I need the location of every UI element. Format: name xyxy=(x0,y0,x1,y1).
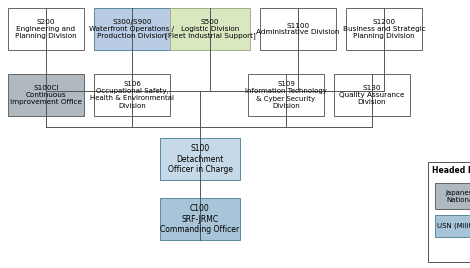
FancyBboxPatch shape xyxy=(160,138,240,180)
Text: S100
Detachment
Officer in Charge: S100 Detachment Officer in Charge xyxy=(167,144,233,174)
Text: Japanese
National: Japanese National xyxy=(445,189,470,203)
Text: S106
Occupational Safety,
Health & Environmental
Division: S106 Occupational Safety, Health & Envir… xyxy=(90,81,174,109)
Text: S1200
Business and Strategic
Planning Division: S1200 Business and Strategic Planning Di… xyxy=(343,19,425,39)
Text: S200
Engineering and
Planning Division: S200 Engineering and Planning Division xyxy=(15,19,77,39)
Text: USN (Military): USN (Military) xyxy=(437,223,470,229)
FancyBboxPatch shape xyxy=(346,8,422,50)
FancyBboxPatch shape xyxy=(248,74,324,116)
Text: C100
SRF-JRMC
Commanding Officer: C100 SRF-JRMC Commanding Officer xyxy=(160,204,240,234)
FancyBboxPatch shape xyxy=(435,215,470,237)
Text: S109
Information Technology
& Cyber Security
Division: S109 Information Technology & Cyber Secu… xyxy=(245,81,327,109)
FancyBboxPatch shape xyxy=(8,8,84,50)
FancyBboxPatch shape xyxy=(160,198,240,240)
FancyBboxPatch shape xyxy=(260,8,336,50)
Text: S1100
Administrative Division: S1100 Administrative Division xyxy=(256,23,340,35)
Text: S100CI
Continuous
Improvement Office: S100CI Continuous Improvement Office xyxy=(10,85,82,105)
FancyBboxPatch shape xyxy=(170,8,250,50)
Text: S300/S900
Waterfront Operations /
Production Division: S300/S900 Waterfront Operations / Produc… xyxy=(89,19,174,39)
FancyBboxPatch shape xyxy=(334,74,410,116)
FancyBboxPatch shape xyxy=(94,74,170,116)
FancyBboxPatch shape xyxy=(435,183,470,209)
Text: Headed By:: Headed By: xyxy=(432,166,470,175)
FancyBboxPatch shape xyxy=(94,8,170,50)
Text: S500
Logistic Division
[Fleet Industrial Support]: S500 Logistic Division [Fleet Industrial… xyxy=(164,18,255,39)
FancyBboxPatch shape xyxy=(428,162,470,262)
FancyBboxPatch shape xyxy=(8,74,84,116)
Text: S130
Quality Assurance
Division: S130 Quality Assurance Division xyxy=(339,85,405,105)
